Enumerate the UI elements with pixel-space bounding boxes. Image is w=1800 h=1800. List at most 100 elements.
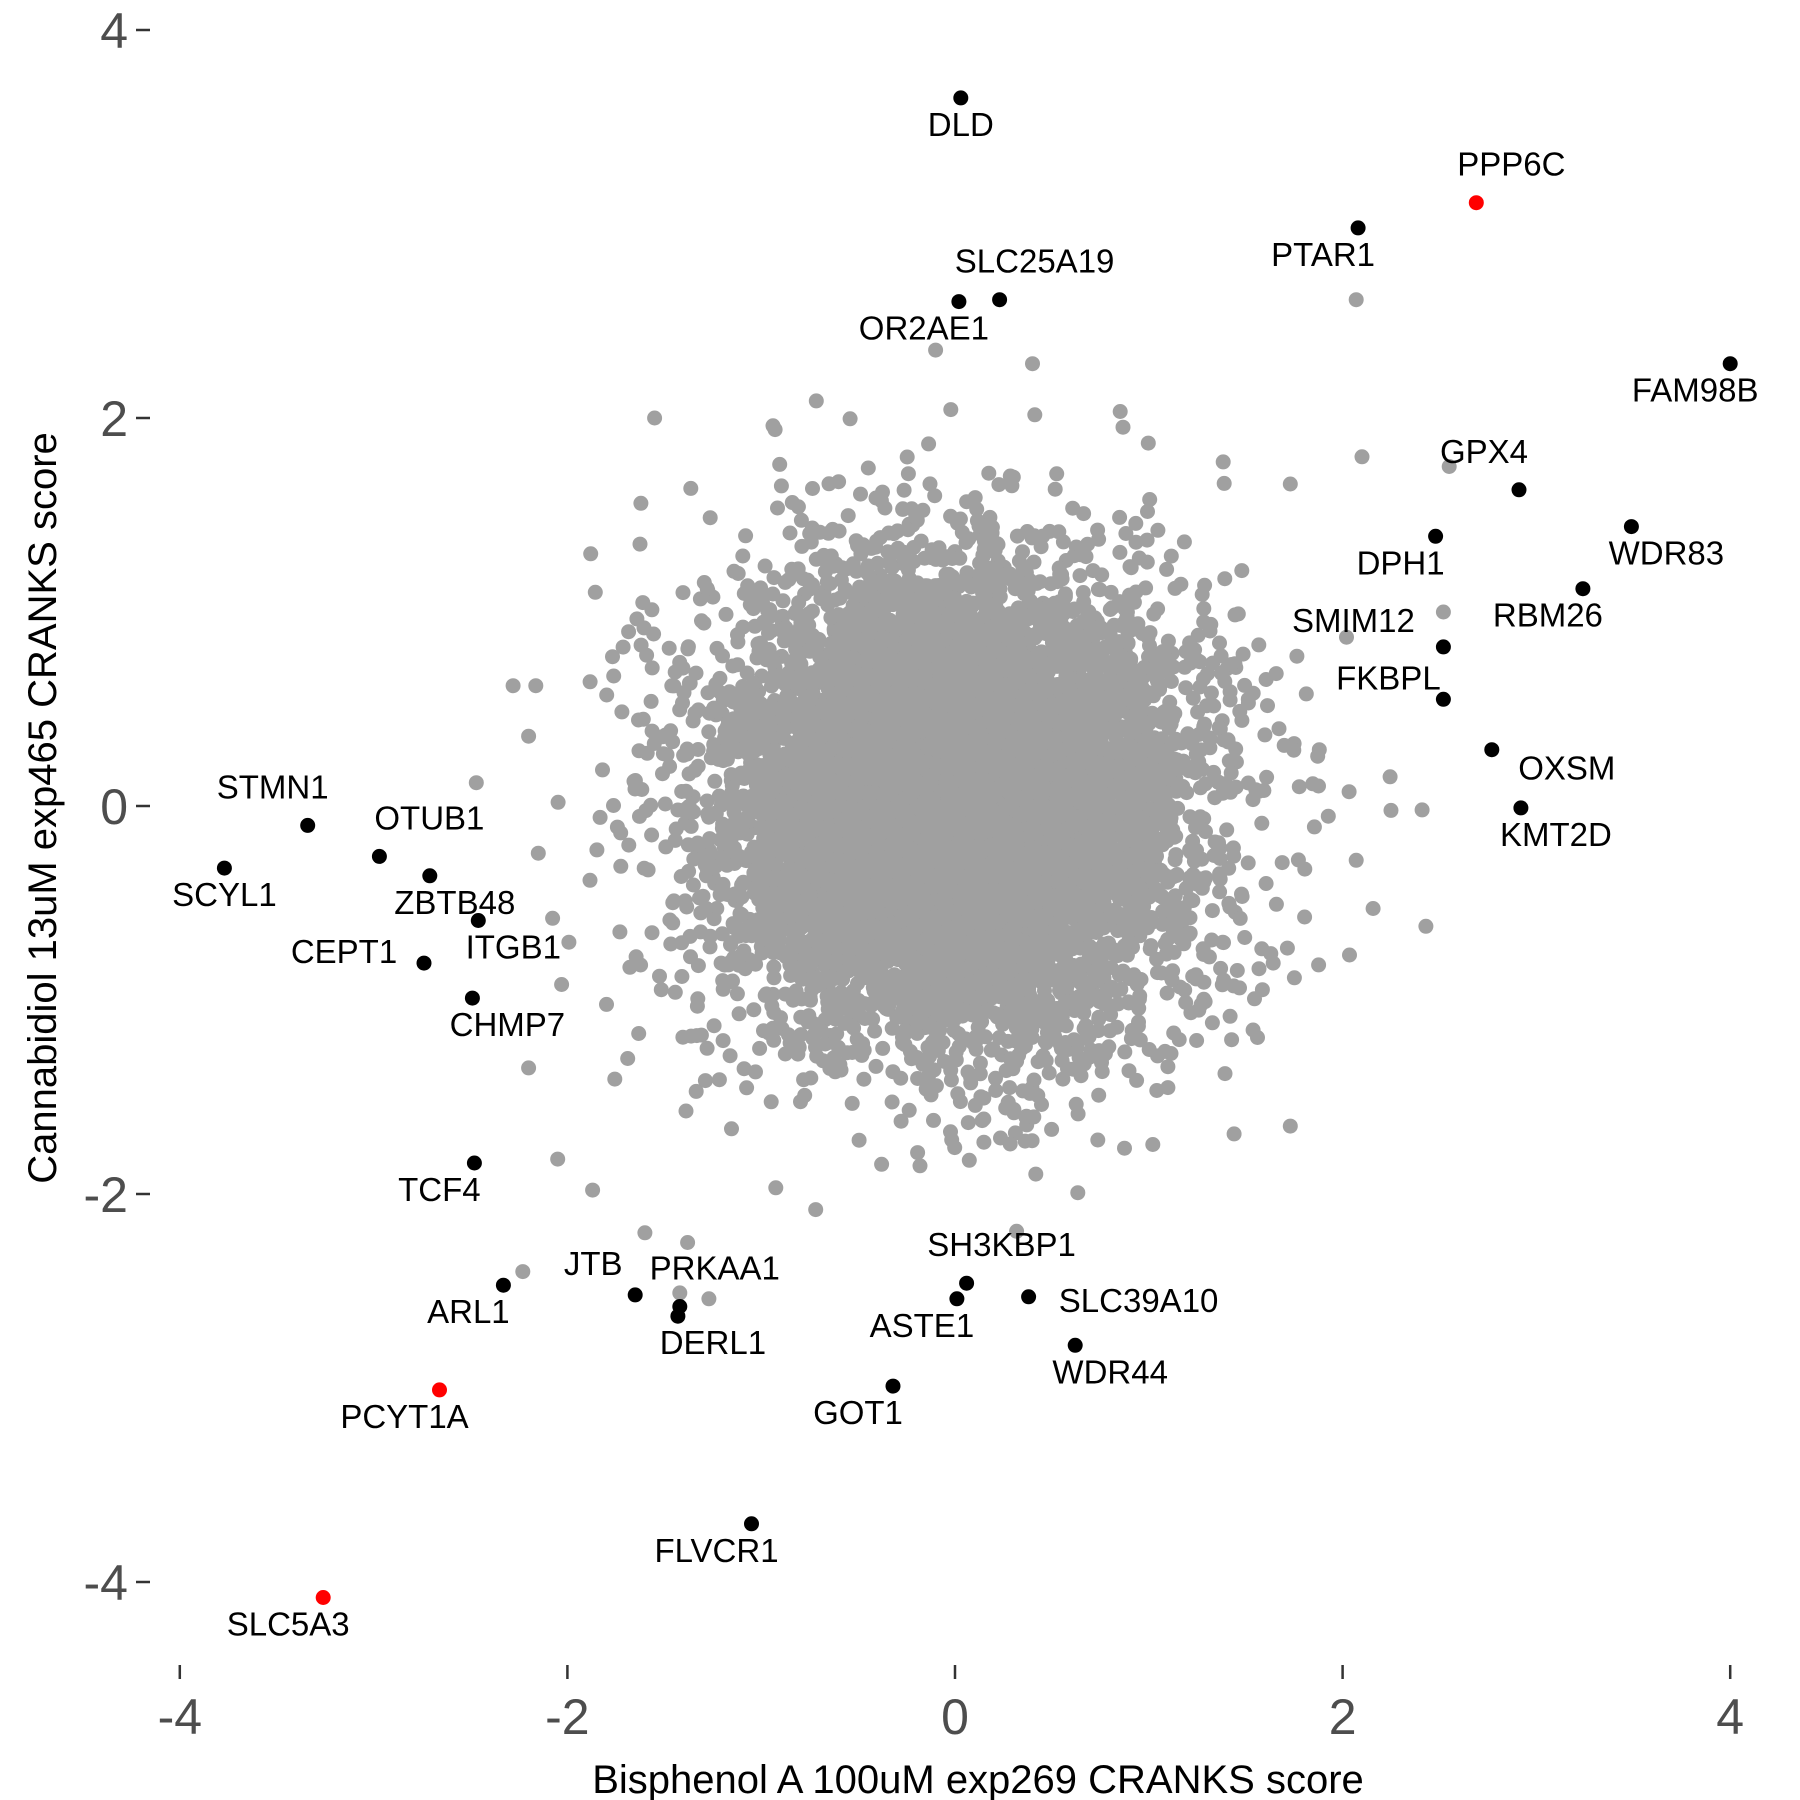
data-point — [772, 456, 788, 472]
data-point — [677, 893, 693, 909]
data-point — [1117, 1044, 1133, 1060]
data-point — [1028, 1166, 1044, 1182]
data-point — [991, 1030, 1007, 1045]
data-point — [702, 510, 718, 526]
data-point — [1034, 1097, 1049, 1112]
data-point — [632, 536, 648, 552]
data-point — [1178, 680, 1194, 696]
data-point — [746, 1002, 762, 1018]
data-point — [766, 570, 782, 586]
data-point — [1139, 532, 1155, 548]
data-point — [599, 996, 614, 1012]
data-point — [1128, 515, 1144, 531]
data-point — [683, 480, 699, 496]
data-point — [1204, 903, 1220, 919]
data-point — [1271, 721, 1287, 737]
data-point — [1258, 876, 1274, 891]
data-point — [767, 422, 783, 438]
data-point — [853, 486, 868, 502]
data-point — [592, 809, 608, 825]
data-point — [643, 693, 659, 709]
data-point — [1341, 784, 1357, 800]
data-point — [690, 991, 706, 1007]
data-point — [1123, 1031, 1139, 1047]
data-point — [663, 936, 679, 952]
data-point — [1196, 601, 1212, 617]
data-point — [1112, 509, 1128, 525]
data-point — [912, 1158, 928, 1174]
background-points-layer — [468, 292, 1457, 1307]
data-point — [606, 798, 621, 813]
data-point — [804, 603, 820, 619]
data-point — [699, 1040, 715, 1056]
data-point — [840, 508, 856, 524]
data-point — [693, 1027, 709, 1043]
data-point — [846, 1020, 862, 1036]
data-point — [1212, 635, 1227, 651]
data-point — [1150, 601, 1166, 617]
data-point — [1192, 809, 1208, 825]
data-point — [1279, 940, 1295, 956]
data-point — [706, 911, 722, 927]
data-point — [988, 1070, 1003, 1086]
data-point — [1111, 967, 1127, 983]
data-point — [793, 512, 809, 528]
data-point — [1112, 544, 1128, 560]
data-point — [1160, 633, 1176, 649]
data-point — [715, 648, 730, 664]
data-point — [831, 474, 847, 490]
data-point — [1237, 930, 1253, 945]
data-point — [644, 723, 660, 739]
data-point — [666, 893, 682, 909]
data-point — [1072, 568, 1088, 584]
data-point — [1004, 478, 1020, 494]
data-point — [1142, 492, 1158, 507]
data-point — [1189, 652, 1205, 668]
data-point — [715, 1033, 731, 1049]
data-point — [921, 436, 937, 452]
data-point — [631, 1026, 647, 1041]
data-point — [1166, 1025, 1182, 1041]
data-point — [1382, 769, 1398, 785]
data-point — [766, 959, 782, 975]
data-point — [1140, 435, 1156, 451]
data-point — [877, 500, 893, 516]
data-point — [881, 573, 897, 589]
data-point — [673, 869, 689, 884]
data-point — [969, 513, 985, 529]
data-point — [668, 821, 684, 837]
data-point — [1128, 534, 1144, 550]
data-point — [621, 837, 637, 853]
data-point — [635, 595, 651, 611]
data-point — [844, 1095, 860, 1111]
data-point — [582, 674, 598, 690]
data-point — [1027, 407, 1043, 423]
data-point — [739, 665, 755, 681]
data-point — [735, 548, 751, 564]
data-point — [1176, 534, 1192, 550]
data-point — [1110, 923, 1126, 939]
data-point — [1094, 1064, 1110, 1080]
data-point — [646, 626, 662, 642]
data-point — [947, 1140, 963, 1156]
data-point — [702, 939, 718, 955]
data-point — [545, 910, 561, 926]
data-point — [667, 984, 683, 1000]
data-point — [633, 637, 649, 653]
data-point — [718, 606, 734, 622]
data-point — [1291, 779, 1307, 795]
data-point — [652, 968, 667, 984]
data-point — [722, 1048, 738, 1064]
data-point — [739, 1080, 755, 1096]
data-point — [644, 660, 660, 676]
data-point — [1320, 808, 1336, 824]
data-point — [1129, 1072, 1145, 1088]
data-point — [748, 1064, 763, 1080]
data-point — [699, 793, 715, 809]
data-point — [1240, 855, 1256, 871]
data-point — [595, 762, 610, 778]
data-point — [697, 1073, 713, 1089]
data-point — [1298, 686, 1314, 702]
data-point — [770, 500, 785, 516]
